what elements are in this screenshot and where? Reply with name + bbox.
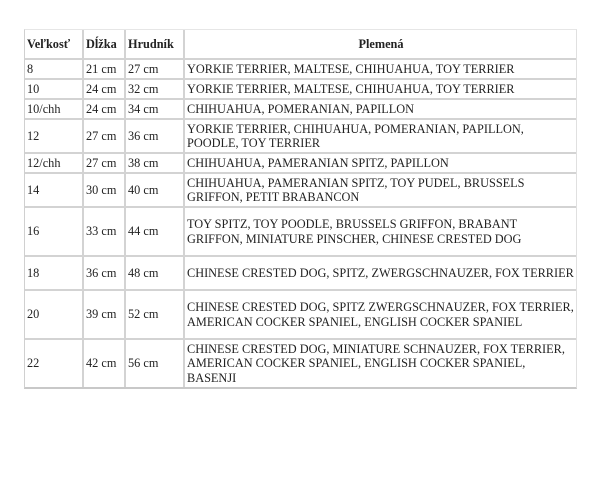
breeds-cell: TOY SPITZ, TOY POODLE, BRUSSELS GRIFFON,…: [185, 208, 576, 257]
size-cell: 10: [25, 80, 84, 100]
length-cell: 27 cm: [84, 154, 126, 174]
chest-cell: 56 cm: [126, 340, 185, 387]
chest-cell: 52 cm: [126, 291, 185, 340]
size-cell: 10/chh: [25, 100, 84, 120]
length-cell: 30 cm: [84, 174, 126, 208]
size-cell: 18: [25, 257, 84, 291]
breeds-cell: CHINESE CRESTED DOG, MINIATURE SCHNAUZER…: [187, 341, 565, 385]
size-cell: 14: [25, 174, 84, 208]
breeds-cell: CHIHUAHUA, PAMERANIAN SPITZ, TOY PUDEL, …: [185, 174, 576, 208]
breeds-cell: CHIHUAHUA, POMERANIAN, PAPILLON: [185, 100, 576, 120]
size-cell: 8: [25, 60, 84, 80]
table-row: 20 39 cm 52 cm CHINESE CRESTED DOG, SPITZ Z…: [25, 291, 576, 340]
chest-cell: 36 cm: [126, 120, 185, 154]
breeds-cell: CHIHUAHUA, PAMERANIAN SPITZ, PAPILLON: [185, 154, 576, 174]
length-cell: 21 cm: [84, 60, 126, 80]
header-row: Veľkosť Dĺžka Hrudník Plemená: [25, 30, 576, 60]
table-row: 16 33 cm 44 cm TOY SPITZ, TOY POODLE, BRUSS…: [25, 208, 576, 257]
length-cell: 24 cm: [84, 100, 126, 120]
breeds-cell: YORKIE TERRIER, MALTESE, CHIHUAHUA, TOY …: [185, 60, 576, 80]
size-table: Veľkosť Dĺžka Hrudník Plemená 8 21 cm 27 c…: [24, 29, 577, 389]
size-cell: 20: [25, 291, 84, 340]
header-length: Dĺžka: [84, 30, 126, 60]
table-row: 14 30 cm 40 cm CHIHUAHUA, PAMERANIAN SPITZ,…: [25, 174, 576, 208]
table-row: 22 42 cm 56 cm CHINESE CRESTED DOG, MINIATU…: [25, 340, 576, 387]
table-row: 12/chh 27 cm 38 cm CHIHUAHUA, PAMERANIAN SP…: [25, 154, 576, 174]
chest-cell: 48 cm: [126, 257, 185, 291]
size-cell: 12: [25, 120, 84, 154]
chest-cell: 44 cm: [126, 208, 185, 257]
length-cell: 33 cm: [84, 208, 126, 257]
length-cell: 27 cm: [84, 120, 126, 154]
breeds-cell: YORKIE TERRIER, MALTESE, CHIHUAHUA, TOY …: [185, 80, 576, 100]
table-row: 18 36 cm 48 cm CHINESE CRESTED DOG, SPITZ, …: [25, 257, 576, 291]
chest-cell: 34 cm: [126, 100, 185, 120]
size-cell: 16: [25, 208, 84, 257]
breeds-cell: CHINESE CRESTED DOG, SPITZ, ZWERGSCHNAUZ…: [185, 257, 576, 291]
header-chest: Hrudník: [126, 30, 185, 60]
chest-cell: 40 cm: [126, 174, 185, 208]
length-cell: 42 cm: [84, 340, 126, 387]
length-cell: 24 cm: [84, 80, 126, 100]
size-cell: 22: [25, 340, 84, 387]
table-row: 10/chh 24 cm 34 cm CHIHUAHUA, POMERANIAN, P…: [25, 100, 576, 120]
breeds-cell: CHINESE CRESTED DOG, SPITZ ZWERGSCHNAUZE…: [185, 291, 576, 340]
size-cell: 12/chh: [25, 154, 84, 174]
chest-cell: 38 cm: [126, 154, 185, 174]
header-breeds: Plemená: [185, 30, 576, 60]
chest-cell: 27 cm: [126, 60, 185, 80]
header-size: Veľkosť: [25, 30, 84, 60]
table-row: 8 21 cm 27 cm YORKIE TERRIER, MALTESE, CHIH…: [25, 60, 576, 80]
breeds-cell: YORKIE TERRIER, CHIHUAHUA, POMERANIAN, P…: [185, 120, 576, 154]
chest-cell: 32 cm: [126, 80, 185, 100]
length-cell: 36 cm: [84, 257, 126, 291]
table-row: 10 24 cm 32 cm YORKIE TERRIER, MALTESE, CHI…: [25, 80, 576, 100]
table-row: 12 27 cm 36 cm YORKIE TERRIER, CHIHUAHUA, P…: [25, 120, 576, 154]
length-cell: 39 cm: [84, 291, 126, 340]
